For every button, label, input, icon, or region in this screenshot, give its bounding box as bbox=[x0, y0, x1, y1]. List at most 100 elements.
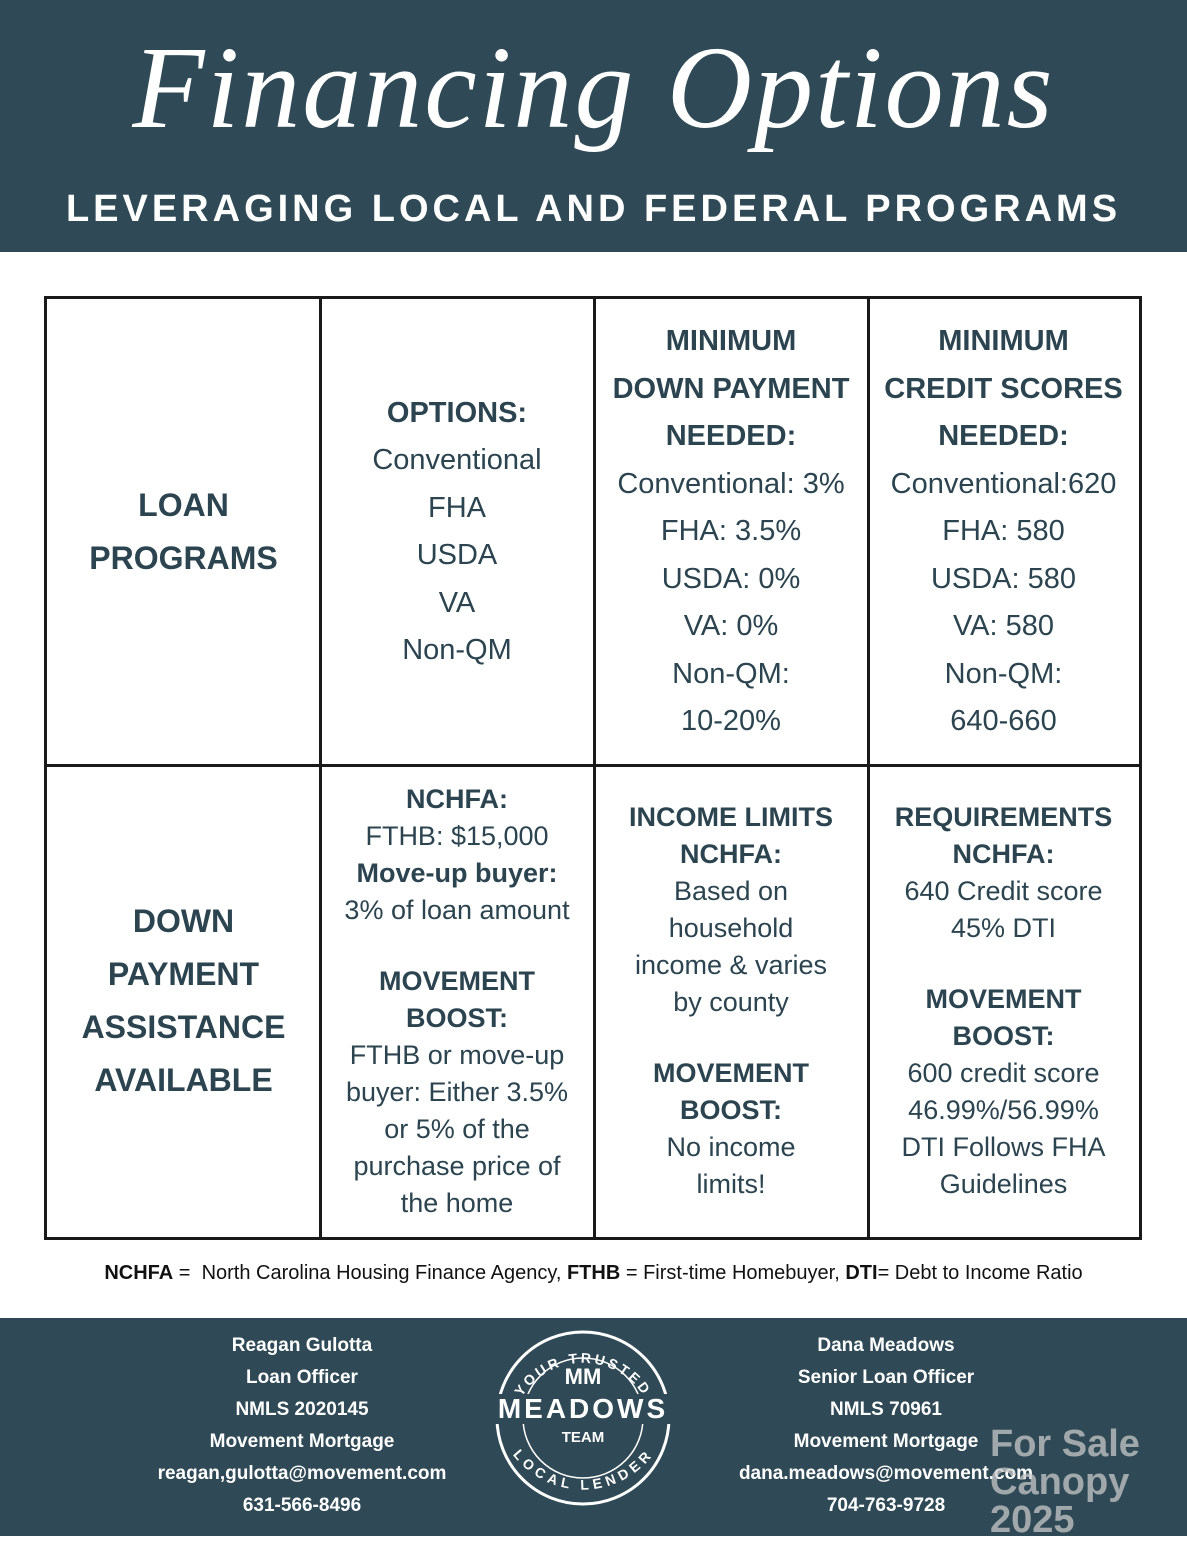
cell-text: FTHB: $15,000 bbox=[365, 820, 549, 851]
footnote-part: DTI bbox=[845, 1262, 878, 1284]
cell-text: USDA bbox=[416, 539, 498, 571]
cell-text: FHA: 580 bbox=[942, 515, 1065, 548]
cell-text: FHA: 3.5% bbox=[660, 515, 802, 548]
cell-text: income & varies bbox=[634, 950, 828, 980]
cell-heading: DOWN bbox=[132, 903, 235, 939]
contact: Dana Meadows Senior Loan Officer NMLS 7096… bbox=[706, 1330, 1066, 1522]
cell-text: USDA: 580 bbox=[930, 562, 1077, 595]
column-divider bbox=[592, 299, 596, 1237]
column-divider bbox=[318, 299, 322, 1237]
contact-line: Movement Mortgage bbox=[209, 1431, 395, 1452]
footnote: NCHFA = North Carolina Housing Finance A… bbox=[0, 1262, 1187, 1285]
cell-section: MINIMUM DOWN PAYMENT NEEDED: Conventional: … bbox=[613, 318, 850, 746]
contact-line: NMLS 70961 bbox=[830, 1399, 942, 1420]
subtitle: LEVERAGING LOCAL AND FEDERAL PROGRAMS bbox=[65, 188, 1122, 230]
footnote-part: = Debt to Income Ratio bbox=[877, 1262, 1083, 1284]
cell-heading: INCOME LIMITS bbox=[629, 802, 833, 832]
cell-text: VA bbox=[438, 586, 476, 619]
cell-text: or 5% of the bbox=[384, 1113, 530, 1144]
cell-section: DOWN PAYMENT ASSISTANCE AVAILABLE bbox=[82, 895, 286, 1107]
cell-text: 3% of loan amount bbox=[344, 894, 570, 925]
cell-heading: NEEDED: bbox=[938, 420, 1069, 453]
cell-heading: CREDIT SCORES bbox=[884, 372, 1123, 405]
cell-heading: BOOST: bbox=[952, 1021, 1055, 1051]
column-divider bbox=[866, 299, 870, 1237]
cell-text: 45% DTI bbox=[950, 913, 1057, 943]
footnote-part: FTHB bbox=[566, 1262, 621, 1284]
cell-text: Conventional: 3% bbox=[617, 467, 845, 500]
cell-section: MINIMUM CREDIT SCORES NEEDED: Conventional:… bbox=[884, 318, 1122, 746]
contact-line: NMLS 2020145 bbox=[235, 1399, 369, 1420]
table-cell: REQUIREMENTS NCHFA: 640 Credit score 45% DT… bbox=[868, 765, 1139, 1237]
footnote-part: = First-time Homebuyer, bbox=[620, 1262, 846, 1284]
cell-text: 640 Credit score bbox=[904, 876, 1103, 906]
cell-text: No income bbox=[666, 1132, 796, 1162]
table-cell: MINIMUM CREDIT SCORES NEEDED: Conventional:… bbox=[868, 299, 1139, 765]
cell-section: MOVEMENT BOOST: 600 credit score 46.99%/56.… bbox=[901, 981, 1105, 1203]
cell-text: Non-QM: bbox=[944, 657, 1063, 690]
cell-text: USDA: 0% bbox=[661, 562, 801, 595]
table-cell: DOWN PAYMENT ASSISTANCE AVAILABLE bbox=[47, 765, 320, 1237]
cell-text: household bbox=[668, 913, 794, 943]
cell-text: VA: 580 bbox=[952, 610, 1055, 643]
cell-heading: PAYMENT bbox=[107, 956, 260, 992]
cell-heading: NCHFA: bbox=[406, 783, 508, 814]
logo-name: MEADOWS bbox=[498, 1393, 668, 1424]
row-divider bbox=[47, 764, 1139, 767]
header-band: Financing Options LEVERAGING LOCAL AND F… bbox=[0, 0, 1187, 252]
cell-section: REQUIREMENTS NCHFA: 640 Credit score 45% DT… bbox=[895, 799, 1113, 947]
cell-text: the home bbox=[400, 1187, 514, 1218]
cell-heading: AVAILABLE bbox=[94, 1062, 273, 1098]
cell-heading: LOAN bbox=[138, 487, 229, 523]
watermark-line: Canopy 2025 bbox=[990, 1461, 1130, 1541]
cell-heading: MINIMUM bbox=[665, 325, 797, 358]
cell-heading: MOVEMENT bbox=[652, 1058, 809, 1088]
cell-section: LOAN PROGRAMS bbox=[89, 479, 277, 585]
cell-text: 600 credit score bbox=[907, 1058, 1100, 1088]
table-cell: NCHFA: FTHB: $15,000 Move-up buyer: 3% of l… bbox=[320, 765, 594, 1237]
cell-text: buyer: Either 3.5% bbox=[345, 1076, 569, 1107]
title: Financing Options bbox=[132, 22, 1055, 153]
cell-text: purchase price of bbox=[353, 1150, 561, 1181]
cell-text: Non-QM bbox=[402, 634, 512, 666]
table-cell: OPTIONS: Conventional FHA USDA VA Non-QM bbox=[320, 299, 594, 765]
cell-text: 10-20% bbox=[681, 705, 781, 738]
cell-text: 640-660 bbox=[950, 705, 1057, 738]
cell-heading: OPTIONS: bbox=[386, 396, 528, 429]
cell-heading: PROGRAMS bbox=[89, 540, 278, 576]
cell-text: DTI Follows FHA bbox=[901, 1132, 1106, 1162]
contact-line: Reagan Gulotta bbox=[231, 1335, 373, 1356]
cell-text: Non-QM: bbox=[672, 657, 790, 690]
footnote-part: NCHFA bbox=[104, 1262, 174, 1284]
contact: Reagan Gulotta Loan Officer NMLS 2020145 Mo… bbox=[122, 1330, 482, 1522]
cell-heading: ASSISTANCE bbox=[81, 1009, 286, 1045]
cell-heading: NEEDED: bbox=[665, 420, 797, 453]
contact-line: Loan Officer bbox=[246, 1367, 358, 1388]
cell-heading: BOOST: bbox=[405, 1002, 508, 1033]
contact-line: Movement Mortgage bbox=[793, 1431, 979, 1452]
table-cell: MINIMUM DOWN PAYMENT NEEDED: Conventional: … bbox=[594, 299, 868, 765]
cell-heading: DOWN PAYMENT bbox=[612, 372, 850, 405]
cell-section: NCHFA: FTHB: $15,000 Move-up buyer: 3% of l… bbox=[344, 781, 569, 929]
cell-text: Based on bbox=[673, 876, 789, 906]
cell-heading: NCHFA: bbox=[952, 839, 1055, 869]
cell-heading: REQUIREMENTS bbox=[894, 802, 1113, 832]
cell-section: INCOME LIMITS NCHFA: Based on household inco… bbox=[629, 799, 833, 1021]
cell-text: by county bbox=[673, 987, 789, 1017]
table-cell: LOAN PROGRAMS bbox=[47, 299, 320, 765]
logo-band bbox=[475, 1394, 691, 1424]
contact-line: Senior Loan Officer bbox=[797, 1367, 975, 1388]
cell-section: MOVEMENT BOOST: FTHB or move-up buyer: Eith… bbox=[346, 963, 568, 1222]
cell-section: MOVEMENT BOOST: No income limits! bbox=[653, 1055, 809, 1203]
cell-text: Guidelines bbox=[939, 1169, 1068, 1199]
cell-heading: MOVEMENT bbox=[378, 965, 535, 996]
logo: YOUR TRUSTED MM MEADOWS TEAM LOCAL LENDE… bbox=[475, 1330, 691, 1506]
cell-text: FHA bbox=[427, 491, 486, 524]
contact-line: Dana Meadows bbox=[817, 1335, 955, 1356]
options-table: LOAN PROGRAMS OPTIONS: Conventional FHA USDA V… bbox=[44, 296, 1142, 1240]
contact-line: 631-566-8496 bbox=[242, 1495, 362, 1516]
watermark: For Sale Canopy 2025 bbox=[990, 1425, 1187, 1539]
cell-heading: MINIMUM bbox=[938, 325, 1069, 358]
footnote-part: = North Carolina Housing Finance Agency, bbox=[173, 1262, 567, 1284]
